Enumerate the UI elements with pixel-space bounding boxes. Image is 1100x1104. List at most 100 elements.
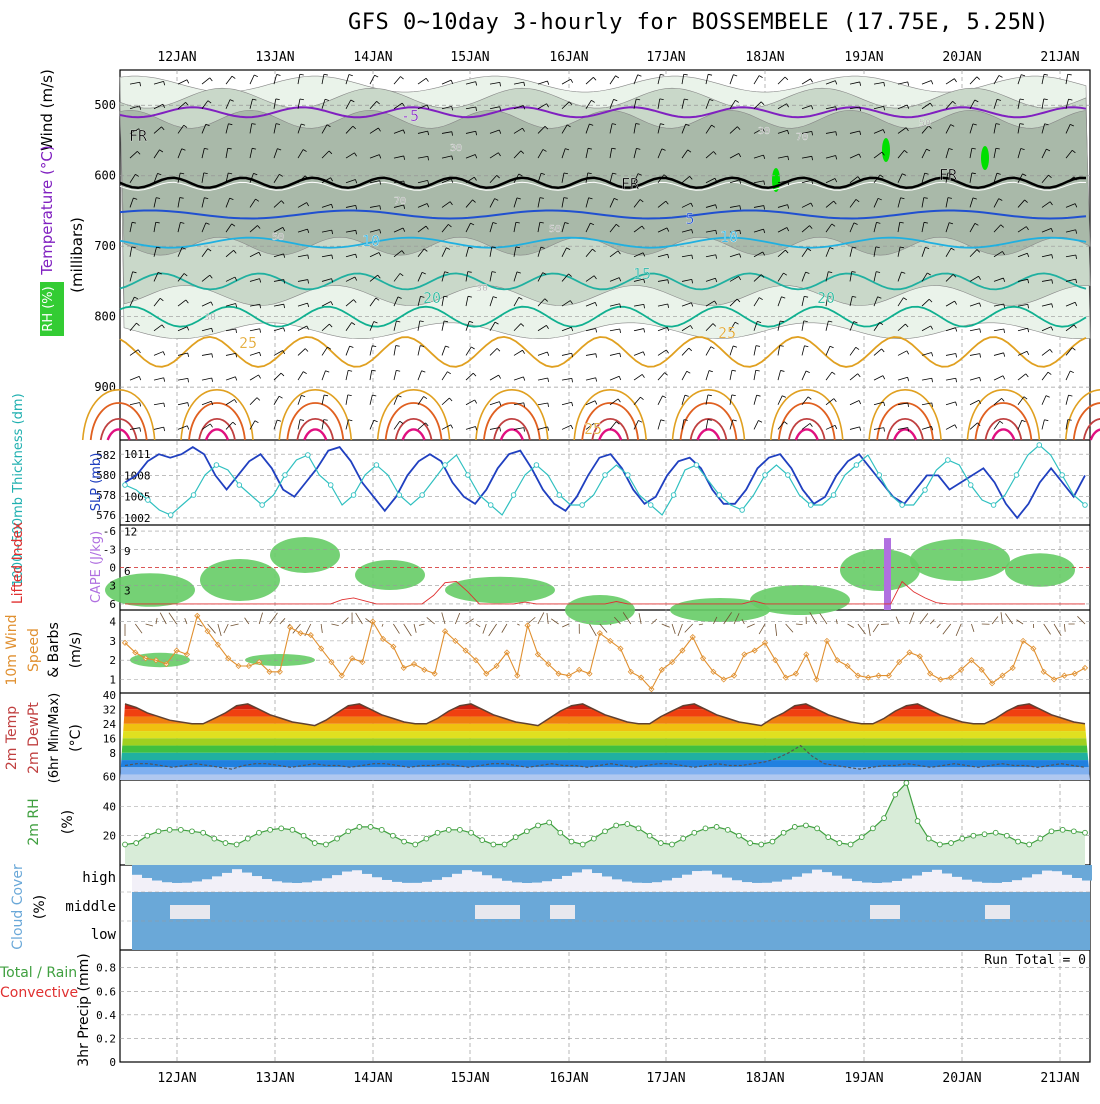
wind-barb-flag: [830, 346, 834, 348]
rh-point: [1004, 833, 1009, 838]
wind-barb-flag: [759, 76, 762, 78]
wind-barb: [346, 395, 348, 405]
wind-barb: [778, 396, 782, 405]
wind-barb: [298, 395, 301, 404]
cloud-mid-gap: [170, 905, 210, 919]
cloud-high-bar: [542, 865, 552, 881]
ylabel-minmax: (6hr Min/Max): [47, 693, 62, 783]
cloud-high-bar: [532, 865, 542, 883]
temp-tick: 32: [103, 703, 116, 716]
wind-barb-10m: [937, 624, 941, 628]
wind-barb-flag: [956, 354, 957, 358]
wind-barb-flag: [687, 371, 691, 373]
wind-barb-flag: [548, 427, 549, 431]
wind-barb: [730, 370, 732, 380]
wind-barb: [970, 354, 980, 356]
wind-barb-flag: [212, 378, 213, 382]
run-total: Run Total = 0: [984, 953, 1086, 968]
rh-point: [636, 826, 641, 831]
bottom-day-label: 15JAN: [450, 1071, 489, 1086]
thickness-line-point: [168, 513, 173, 518]
rh-point: [915, 819, 920, 824]
wind-barb-flag: [806, 371, 810, 373]
temp-tick: 24: [103, 718, 117, 731]
wind-barb-10m: [231, 624, 239, 626]
wind-barb-10m: [356, 613, 363, 624]
cloud-high-bar: [992, 865, 1002, 883]
wind-barb-10m: [547, 613, 548, 624]
wind-barb: [562, 79, 571, 84]
wind-barb-10m: [455, 613, 459, 624]
thickness-line-point: [580, 503, 585, 508]
wind-barb: [370, 370, 372, 380]
wind-barb-10m: [775, 624, 776, 636]
cloud-high-bar: [792, 865, 802, 877]
top-day-label: 13JAN: [255, 50, 294, 65]
bottom-day-label: 17JAN: [646, 1071, 685, 1086]
wind-barb-flag: [709, 371, 713, 372]
wind-barb-flag: [164, 403, 165, 407]
wind-barb-10m: [1001, 612, 1002, 624]
wind-barb: [754, 420, 758, 429]
bottom-day-label: 12JAN: [157, 1071, 196, 1086]
wind-barb-flag: [398, 395, 402, 396]
wind-barb: [298, 349, 305, 356]
wind-barb: [1042, 349, 1050, 355]
wind-barb-flag: [139, 376, 140, 380]
thickness-line-point: [146, 498, 151, 503]
wind-barb-10m: [685, 624, 693, 632]
wind-barb: [154, 427, 164, 429]
ylabel-speed: Speed: [26, 628, 42, 672]
wind-barb: [370, 75, 375, 84]
thickness-line-point: [786, 473, 791, 478]
wind-barb-flag: [325, 371, 329, 372]
rh-point: [469, 830, 474, 835]
wind-barb-flag: [187, 80, 189, 84]
thickness-line-point: [603, 473, 608, 478]
wind-barb-flag: [834, 399, 836, 402]
wind-barb: [898, 82, 908, 84]
wind-barb: [202, 354, 212, 356]
wind-barb-flag: [1046, 396, 1050, 398]
top-day-label: 14JAN: [353, 50, 392, 65]
rh-point: [848, 842, 853, 847]
wind-barb-10m: [419, 624, 424, 625]
wind-barb: [154, 403, 164, 405]
precip-tick: 0: [109, 1056, 116, 1069]
wind-barb-flag: [956, 378, 957, 382]
wind-barb-flag: [348, 420, 352, 421]
contour-label: 20: [423, 289, 441, 307]
wind-barb-flag: [1027, 351, 1029, 355]
cloud-high-bar: [132, 865, 142, 875]
rh-point: [223, 841, 228, 846]
thickness-line-point: [648, 503, 653, 508]
wind-barb: [994, 353, 1004, 356]
thickness-line-point: [237, 483, 242, 488]
wind-barb: [658, 350, 666, 356]
wind-barb-flag: [500, 427, 501, 431]
li-tick: 0: [109, 562, 116, 575]
thickness-line-point: [1037, 443, 1042, 448]
wind-barb-flag: [1050, 349, 1052, 352]
wind-barb-flag: [661, 420, 665, 421]
wind-tick: 2: [109, 654, 116, 667]
ylabel-temp2m: 2m Temp: [4, 706, 20, 770]
cloud-high-bar: [362, 865, 372, 874]
wind-barb: [418, 346, 420, 356]
wind-barb-10m: [699, 624, 703, 625]
wind-barb: [754, 370, 756, 380]
cloud-high-bar: [232, 865, 242, 869]
rh-point: [1038, 836, 1043, 841]
rh-point: [167, 827, 172, 832]
wind-barb: [730, 346, 733, 355]
cloud-high-bar: [732, 865, 742, 880]
contour-label: 30: [450, 143, 462, 154]
thickness-line-point: [283, 473, 288, 478]
wind-barb-10m: [259, 613, 262, 624]
cloud-high-bar: [682, 865, 692, 875]
wind-barb: [730, 75, 733, 84]
rh-point: [993, 830, 998, 835]
cape-tick: 3: [124, 584, 131, 597]
thickness-line-point: [946, 458, 951, 463]
